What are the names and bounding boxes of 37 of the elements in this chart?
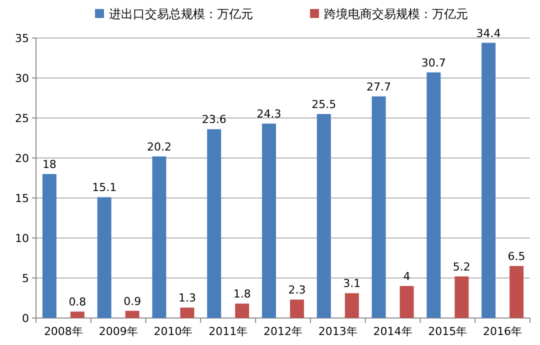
y-tick-label: 35 (15, 32, 29, 45)
legend-label: 跨境电商交易规模：万亿元 (324, 7, 468, 21)
x-tick-label: 2014年 (373, 325, 412, 338)
y-tick-label: 25 (15, 112, 29, 125)
x-tick-label: 2012年 (264, 325, 302, 338)
y-tick-label: 5 (22, 272, 29, 285)
data-label: 27.7 (366, 80, 392, 94)
data-label: 3.1 (343, 277, 361, 290)
data-label: 4 (403, 270, 410, 283)
data-label: 25.5 (312, 98, 336, 111)
x-tick-label: 2011年 (208, 325, 248, 338)
x-tick-label: 2015年 (428, 325, 468, 338)
x-tick-label: 2016年 (483, 325, 522, 338)
data-label: 5.2 (452, 260, 470, 274)
data-label: 1.3 (178, 292, 196, 305)
data-label: 1.8 (233, 288, 251, 301)
y-tick-label: 30 (15, 72, 29, 85)
data-label: 24.3 (256, 108, 282, 121)
data-label: 20.2 (146, 140, 172, 154)
x-tick-label: 2009年 (98, 325, 138, 338)
data-label: 34.4 (476, 26, 501, 40)
legend-label: 进出口交易总规模：万亿元 (109, 7, 253, 21)
y-tick-label: 15 (15, 192, 29, 205)
y-tick-label: 20 (15, 152, 29, 165)
data-label: 15.1 (92, 181, 117, 194)
x-tick-label: 2010年 (154, 325, 193, 338)
y-tick-label: 0 (22, 312, 29, 325)
y-tick-label: 10 (15, 232, 29, 245)
data-label: 30.7 (421, 56, 446, 70)
x-tick-label: 2008年 (44, 325, 83, 338)
data-label: 23.6 (202, 113, 226, 126)
x-tick-label: 2013年 (318, 325, 358, 338)
data-label: 0.9 (124, 294, 142, 308)
data-label: 0.8 (68, 296, 86, 309)
data-label: 18 (42, 158, 56, 171)
data-label: 6.5 (508, 250, 526, 263)
data-label: 2.3 (288, 284, 306, 297)
